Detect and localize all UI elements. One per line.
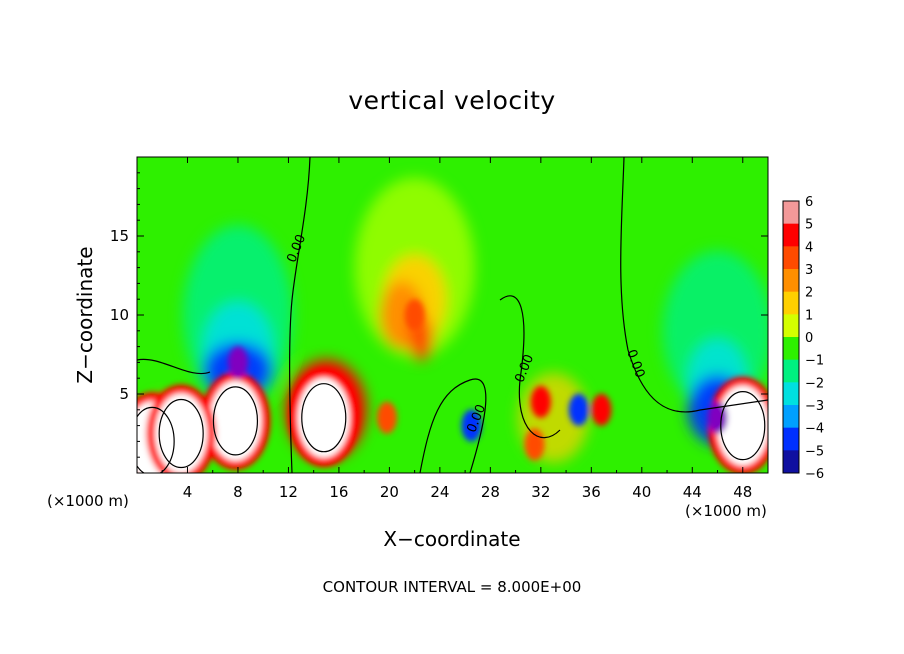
colorbar-label: −4: [805, 422, 824, 437]
colorbar-label: −2: [805, 376, 824, 391]
y-axis-ticks: 5 10 15: [110, 172, 768, 458]
x-units-left: (×1000 m): [47, 492, 129, 510]
colorbar-label: −6: [805, 467, 824, 482]
feature-cell: [530, 385, 551, 418]
feature-cell: [461, 409, 482, 442]
feature-cell: [376, 401, 397, 434]
chart-title: vertical velocity: [348, 86, 556, 115]
x-tick-label: 24: [430, 483, 449, 501]
colorbar-label: 4: [805, 240, 813, 255]
x-tick-label: 8: [233, 483, 243, 501]
colorbar-swatch: [783, 269, 799, 293]
contour-line: [137, 406, 175, 473]
x-tick-label: 40: [632, 483, 651, 501]
x-tick-label: 20: [380, 483, 399, 501]
colorbar-swatch: [783, 291, 799, 315]
contour-line: [289, 157, 311, 473]
contour-line: [499, 295, 561, 439]
feature-cell: [524, 428, 545, 461]
colorbar-swatch: [783, 223, 799, 247]
colorbar-swatch: [783, 314, 799, 338]
x-tick-label: 48: [733, 483, 752, 501]
contour-line: [419, 378, 487, 473]
colorbar-frame: [782, 200, 800, 474]
colorbar-swatch: [783, 201, 799, 225]
feature-cell: [404, 299, 425, 331]
x-units-right: (×1000 m): [685, 502, 767, 520]
colorbar-label: 3: [805, 263, 813, 278]
y-tick-label: 10: [110, 306, 129, 324]
colorbar-label: 2: [805, 286, 813, 301]
contour-line: [301, 383, 347, 453]
feature-cell: [155, 393, 208, 473]
colorbar-swatch: [783, 427, 799, 451]
feature-cell: [297, 377, 350, 458]
colorbar-swatch: [783, 382, 799, 406]
x-tick-label: 44: [683, 483, 702, 501]
colorbar-swatch: [783, 337, 799, 361]
colorbar-swatch: [783, 246, 799, 270]
feature-cell: [591, 393, 612, 426]
contour-line: [720, 391, 766, 461]
contour-line: [212, 386, 259, 456]
contour-interval-note: CONTOUR INTERVAL = 8.000E+00: [322, 578, 582, 596]
colorbar-swatch: [783, 450, 799, 474]
feature-cell: [227, 346, 248, 379]
colorbar: 6 5 4 3 2 1 0 −1 −2 −3 −4 −5 −6: [782, 195, 824, 482]
y-tick-label: 5: [119, 385, 129, 403]
x-tick-label: 4: [183, 483, 193, 501]
x-tick-label: 12: [279, 483, 298, 501]
colorbar-label: 5: [805, 218, 813, 233]
feature-cell: [707, 401, 728, 434]
colorbar-label: −3: [805, 399, 824, 414]
contour-line: [137, 358, 211, 375]
x-tick-label: 16: [329, 483, 348, 501]
colorbar-label: −5: [805, 444, 824, 459]
colorbar-swatch: [783, 359, 799, 383]
x-axis-ticks: 4 8 12 16 20 24 28 32 36 40 44 48: [161, 157, 752, 501]
x-tick-label: 28: [481, 483, 500, 501]
feature-cell: [209, 380, 262, 461]
colorbar-label: 0: [805, 331, 813, 346]
velocity-field: [137, 157, 768, 473]
colorbar-label: 1: [805, 308, 813, 323]
contour-line: [620, 157, 768, 413]
x-tick-label: 32: [531, 483, 550, 501]
x-axis-label: X−coordinate: [383, 527, 521, 551]
contour-line: [158, 398, 204, 469]
colorbar-label: 6: [805, 195, 813, 210]
colorbar-label: −1: [805, 354, 824, 369]
feature-cell: [568, 393, 589, 426]
colorbar-swatch: [783, 405, 799, 429]
x-tick-label: 36: [582, 483, 601, 501]
y-tick-label: 15: [110, 227, 129, 245]
